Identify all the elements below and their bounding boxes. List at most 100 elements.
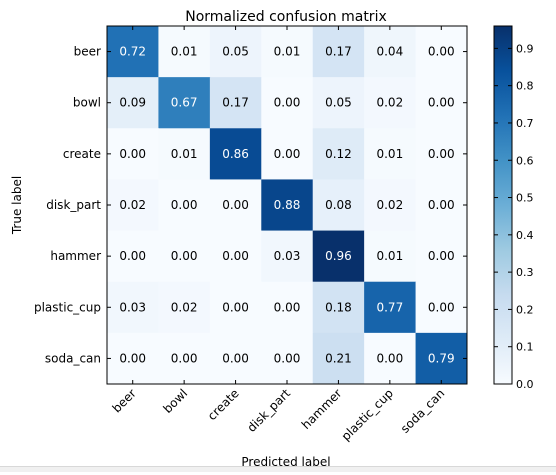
matrix-cell: [261, 281, 314, 334]
matrix-cell: [107, 179, 159, 232]
cell-value-label: 0.00: [428, 198, 455, 212]
matrix-cell: [158, 332, 211, 385]
matrix-cell: [415, 281, 468, 334]
matrix-cell: [312, 26, 365, 78]
colorbar: [493, 25, 513, 385]
cell-value-label: 0.01: [274, 45, 301, 59]
matrix-cell: [312, 179, 365, 232]
cell-value-label: 0.21: [325, 351, 352, 365]
matrix-cell: [107, 281, 159, 334]
matrix-cell: [261, 179, 314, 232]
cell-value-label: 0.17: [325, 45, 352, 59]
cell-value-label: 0.18: [325, 300, 352, 314]
cell-value-label: 0.00: [222, 198, 249, 212]
cell-value-label: 0.01: [171, 147, 198, 161]
matrix-cell: [364, 281, 417, 334]
colorbar-tick-label: 0.0: [516, 378, 534, 391]
cell-value-label: 0.02: [171, 300, 198, 314]
cell-value-label: 0.79: [428, 351, 455, 365]
matrix-cell: [209, 230, 262, 283]
cell-value-label: 0.02: [376, 198, 403, 212]
cell-value-label: 0.03: [119, 300, 146, 314]
matrix-cells: 0.72 0.01 0.05 0.01 0.17 0.04 0.00 0.09 0.67 0.17…: [107, 26, 468, 385]
matrix-cell: [107, 230, 159, 283]
cell-value-label: 0.86: [222, 147, 249, 161]
matrix-cell: [209, 332, 262, 385]
cell-value-label: 0.08: [325, 198, 352, 212]
matrix-cell: [261, 77, 314, 129]
matrix-cell: [158, 281, 211, 334]
col-tick-label: disk_part: [244, 386, 293, 435]
colorbar-tick-label: 0.1: [516, 341, 534, 354]
col-tick-label: hammer: [299, 386, 345, 432]
matrix-cell: [209, 281, 262, 334]
matrix-cell: [364, 77, 417, 129]
matrix-cell: [415, 77, 468, 129]
cell-value-label: 0.77: [376, 300, 403, 314]
row-tick-label: bowl: [73, 96, 101, 110]
colorbar-tick-label: 0.4: [516, 229, 534, 242]
matrix-cell: [312, 230, 365, 283]
cell-value-label: 0.00: [428, 300, 455, 314]
colorbar-tick-label: 0.3: [516, 266, 534, 279]
matrix-cell: [158, 230, 211, 283]
matrix-cell: [209, 26, 262, 78]
matrix-cell: [107, 128, 159, 180]
cell-value-label: 0.00: [274, 351, 301, 365]
colorbar-tick-label: 0.2: [516, 303, 534, 316]
matrix-cell: [158, 179, 211, 232]
matrix-cell: [261, 332, 314, 385]
matrix-cell: [415, 128, 468, 180]
matrix-cell: [107, 332, 159, 385]
matrix-cell: [312, 77, 365, 129]
row-tick-label: disk_part: [46, 198, 101, 212]
cell-value-label: 0.04: [376, 45, 403, 59]
cell-value-label: 0.00: [428, 96, 455, 110]
window-bottom-strip: [0, 466, 556, 472]
col-tick-labels: beer bowl create disk_part hammerplastic_cup…: [110, 386, 448, 443]
cell-value-label: 0.00: [171, 198, 198, 212]
cell-value-label: 0.00: [428, 249, 455, 263]
cell-value-label: 0.00: [171, 249, 198, 263]
matrix-cell: [261, 230, 314, 283]
matrix-cell: [364, 179, 417, 232]
col-tick-label: soda_can: [398, 386, 448, 436]
cell-value-label: 0.88: [274, 198, 301, 212]
colorbar-tick-label: 0.5: [516, 192, 534, 205]
cell-value-label: 0.00: [274, 147, 301, 161]
cell-value-label: 0.67: [171, 96, 198, 110]
colorbar-tick-label: 0.8: [516, 80, 534, 93]
cell-value-label: 0.00: [222, 351, 249, 365]
cell-value-label: 0.00: [119, 249, 146, 263]
cell-value-label: 0.00: [222, 300, 249, 314]
cell-value-label: 0.02: [119, 198, 146, 212]
cell-value-label: 0.01: [376, 147, 403, 161]
matrix-cell: [415, 179, 468, 232]
matrix-cell: [415, 230, 468, 283]
cell-value-label: 0.05: [325, 96, 352, 110]
matrix-cell: [158, 77, 211, 129]
cell-value-label: 0.00: [428, 147, 455, 161]
cell-value-label: 0.00: [119, 147, 146, 161]
cell-value-label: 0.00: [428, 45, 455, 59]
cell-value-label: 0.00: [119, 351, 146, 365]
colorbar-ticks: 0.0 0.1 0.2 0.3 0.4 0.5 0.6 0.7 0.8 0.9: [494, 42, 534, 391]
cell-value-label: 0.09: [119, 96, 146, 110]
cell-value-label: 0.01: [171, 45, 198, 59]
row-tick-label: beer: [74, 45, 101, 59]
cell-value-label: 0.00: [274, 96, 301, 110]
matrix-cell: [158, 26, 211, 78]
cell-value-label: 0.00: [222, 249, 249, 263]
row-tick-label: create: [63, 147, 101, 161]
cell-value-label: 0.17: [222, 96, 249, 110]
matrix-cell: [364, 26, 417, 78]
matrix-cell: [209, 128, 262, 180]
row-tick-label: soda_can: [45, 351, 101, 365]
matrix-cell: [364, 332, 417, 385]
colorbar-tick-label: 0.7: [516, 117, 534, 130]
cell-value-label: 0.00: [376, 351, 403, 365]
matrix-cell: [312, 128, 365, 180]
row-tick-label: plastic_cup: [34, 300, 101, 314]
